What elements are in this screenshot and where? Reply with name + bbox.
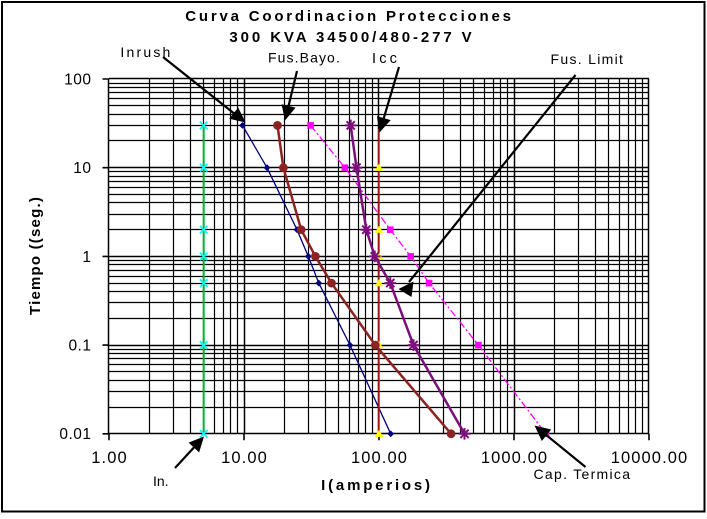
svg-text:10000.00: 10000.00 [611,449,689,467]
svg-text:1.00: 1.00 [91,449,128,467]
svg-text:10: 10 [73,160,91,177]
svg-text:In.: In. [153,473,169,489]
svg-text:0.01: 0.01 [59,426,91,443]
svg-text:0.1: 0.1 [68,338,91,355]
svg-text:Curva Coordinacion Proteccione: Curva Coordinacion Protecciones [185,8,514,25]
svg-text:Tiempo ((seg.): Tiempo ((seg.) [27,196,44,315]
svg-text:Cap. Termica: Cap. Termica [534,466,632,482]
svg-text:I(amperios): I(amperios) [321,477,433,494]
svg-text:1000.00: 1000.00 [481,449,548,467]
svg-text:100: 100 [64,71,91,88]
svg-text:1: 1 [82,249,91,266]
svg-text:Fus. Limit: Fus. Limit [551,51,625,67]
svg-text:10.00: 10.00 [221,449,268,467]
svg-text:300 KVA 34500/480-277 V: 300 KVA 34500/480-277 V [229,29,474,46]
svg-text:Icc: Icc [372,51,400,67]
svg-text:100.00: 100.00 [351,449,408,467]
svg-text:Inrush: Inrush [120,44,172,60]
svg-text:Fus.Bayo.: Fus.Bayo. [268,50,341,66]
